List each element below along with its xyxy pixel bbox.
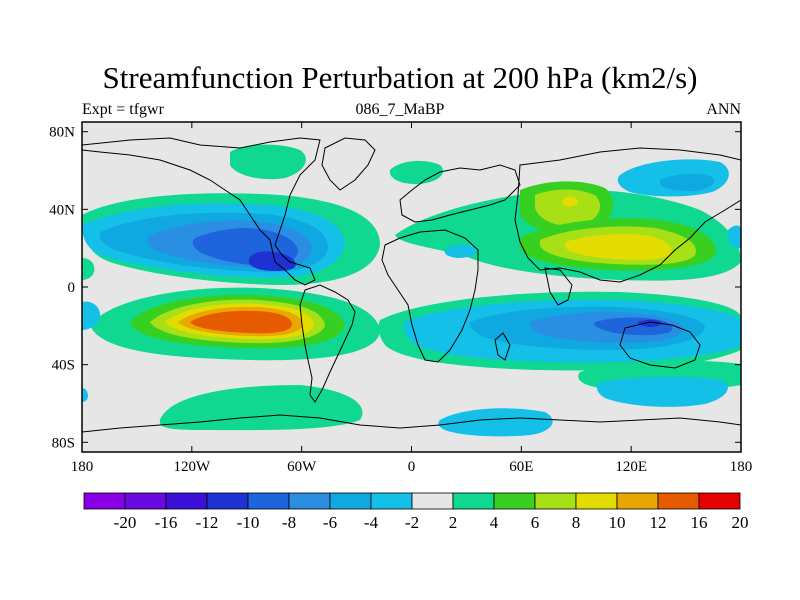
- colorbar-swatch: [534, 492, 577, 510]
- coastline-greenland: [321, 137, 376, 191]
- contour-region: [82, 388, 88, 402]
- colorbar-label: 16: [691, 513, 708, 532]
- x-tick-label: 180: [71, 459, 94, 475]
- contour-region: [597, 376, 728, 407]
- coastline-asia: [514, 147, 741, 283]
- y-tick-label: 80N: [49, 125, 75, 141]
- y-axis: 80N 40N 0 40S 80S: [49, 125, 741, 451]
- colorbar-swatch: [288, 492, 331, 510]
- chart-title: Streamfunction Perturbation at 200 hPa (…: [102, 60, 698, 95]
- colorbar-swatch: [493, 492, 536, 510]
- colorbar-swatch: [370, 492, 413, 510]
- colorbar-swatch: [329, 492, 372, 510]
- contour-region: [562, 196, 578, 207]
- colorbar-swatch: [165, 492, 208, 510]
- colorbar-swatch: [616, 492, 659, 510]
- x-tick-label: 60E: [509, 459, 533, 475]
- colorbar-label: 4: [490, 513, 499, 532]
- colorbar-label: -2: [405, 513, 419, 532]
- colorbar-swatch: [411, 492, 454, 510]
- colorbar-swatch: [452, 492, 495, 510]
- coastline-north-america: [82, 137, 321, 286]
- contour-region: [728, 225, 741, 249]
- contour-region: [230, 144, 306, 180]
- colorbar-label: 12: [650, 513, 667, 532]
- colorbar-label: 6: [531, 513, 540, 532]
- contour-region: [565, 234, 672, 260]
- x-tick-label: 180: [730, 459, 753, 475]
- coastline-europe: [399, 164, 521, 223]
- colorbar-label: -4: [364, 513, 379, 532]
- colorbar: -20 -16 -12 -10 -8 -6 -4 -2 2 4 6 8 10 12 16 20: [83, 492, 749, 532]
- x-tick-label: 0: [408, 459, 416, 475]
- colorbar-label: -6: [323, 513, 337, 532]
- x-axis: 180 120W 60W 0 60E 120E 180: [71, 122, 753, 475]
- colorbar-label: -8: [282, 513, 296, 532]
- case-label: 086_7_MaBP: [355, 101, 445, 118]
- colorbar-label: -10: [237, 513, 260, 532]
- contour-region: [159, 385, 363, 431]
- coastline-south-america: [299, 284, 356, 403]
- x-tick-label: 60W: [287, 459, 317, 475]
- contour-region: [389, 160, 444, 185]
- colorbar-swatch: [83, 492, 126, 510]
- contour-region: [660, 173, 715, 192]
- coastline-layer: [82, 137, 741, 433]
- colorbar-label: 2: [449, 513, 458, 532]
- colorbar-swatch: [575, 492, 618, 510]
- coastline-australia: [619, 321, 701, 369]
- y-tick-label: 40S: [52, 358, 75, 374]
- colorbar-label: 10: [609, 513, 626, 532]
- colorbar-label: -16: [155, 513, 178, 532]
- x-tick-label: 120W: [173, 459, 211, 475]
- colorbar-label: 20: [732, 513, 749, 532]
- coastline-madagascar: [494, 332, 511, 361]
- contour-region: [190, 310, 292, 334]
- colorbar-swatch: [657, 492, 700, 510]
- x-tick-label: 120E: [615, 459, 647, 475]
- colorbar-swatch: [206, 492, 249, 510]
- colorbar-label: -12: [196, 513, 219, 532]
- colorbar-label: 8: [572, 513, 581, 532]
- colorbar-label: -20: [114, 513, 137, 532]
- experiment-label: Expt = tfgwr: [82, 101, 164, 118]
- coastline-africa: [381, 229, 479, 363]
- contour-fill-layer: [82, 144, 741, 437]
- contour-region: [535, 189, 600, 226]
- colorbar-swatch: [124, 492, 167, 510]
- contour-region: [82, 301, 100, 330]
- y-tick-label: 80S: [52, 435, 75, 451]
- contour-region: [438, 408, 553, 437]
- colorbar-swatch: [698, 492, 741, 510]
- season-label: ANN: [706, 101, 741, 118]
- coastline-india: [544, 267, 573, 306]
- contour-region: [444, 244, 477, 258]
- coastline-antarctica: [82, 414, 741, 433]
- contour-region: [637, 319, 662, 327]
- contour-region: [82, 258, 95, 280]
- y-tick-label: 40N: [49, 202, 75, 218]
- colorbar-swatch: [247, 492, 290, 510]
- y-tick-label: 0: [68, 280, 76, 296]
